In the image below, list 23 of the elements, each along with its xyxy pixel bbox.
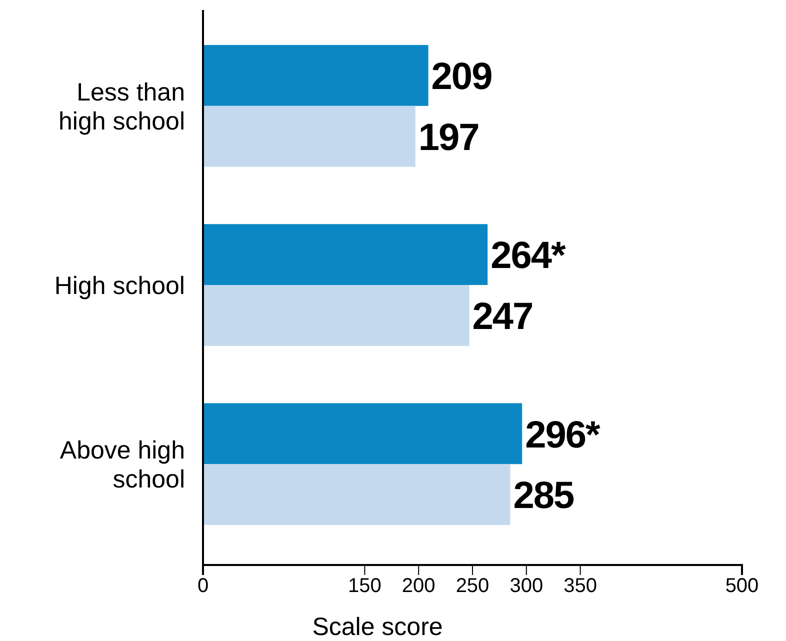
bar: [203, 285, 470, 346]
data-label: 296*: [525, 414, 600, 456]
x-axis-title: Scale score: [312, 613, 443, 641]
bar: [203, 106, 416, 167]
x-tick-label: 250: [456, 575, 490, 598]
data-label: 264*: [490, 235, 566, 278]
x-tick-label: 350: [564, 575, 597, 598]
data-label: 247: [472, 296, 533, 338]
bar: [203, 403, 522, 464]
y-tick-label: High school: [54, 272, 185, 300]
x-tick-label: 150: [348, 575, 382, 598]
bar: [203, 224, 488, 285]
bar: [203, 45, 428, 106]
x-tick-label: 300: [510, 575, 544, 598]
data-label: 285: [513, 475, 574, 518]
x-tick-label: 500: [725, 575, 759, 598]
data-label: 209: [431, 56, 492, 98]
y-tick-label: Above high school: [60, 436, 185, 494]
data-label: 197: [418, 117, 479, 160]
bar: [203, 464, 510, 525]
x-tick-label: 200: [402, 575, 436, 598]
y-tick-label: Less than high school: [58, 78, 185, 136]
x-tick-label: 0: [197, 575, 209, 598]
